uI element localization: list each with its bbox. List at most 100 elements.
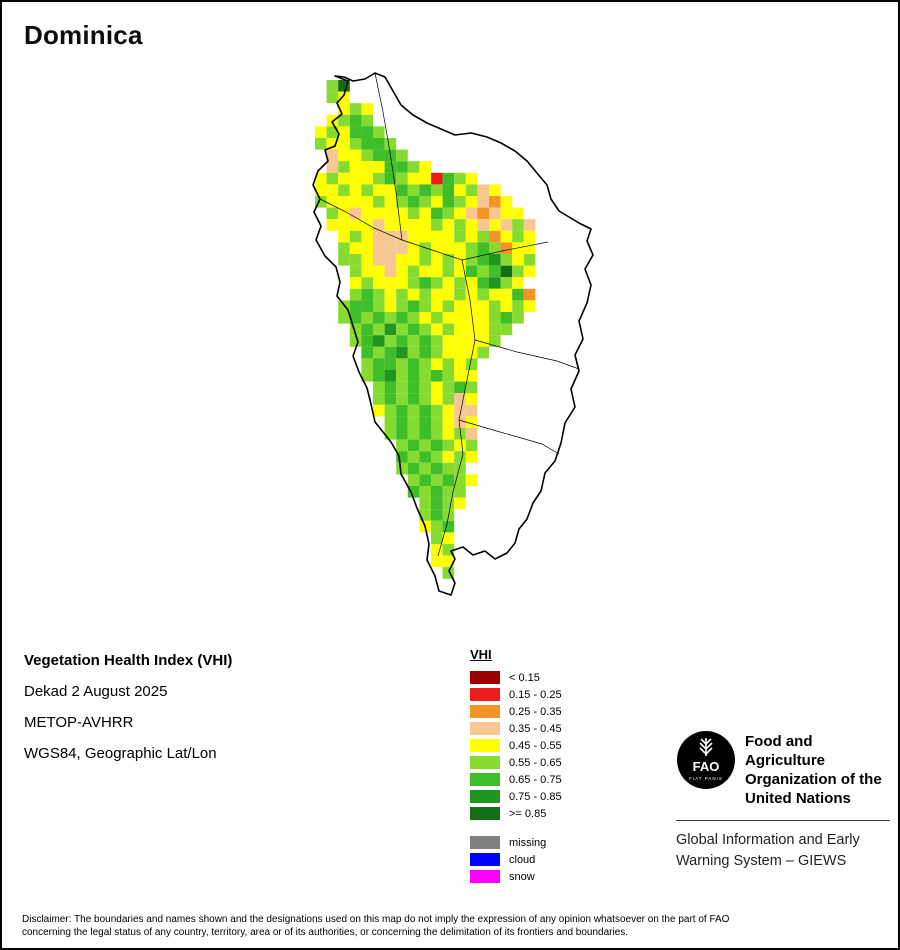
vhi-cell [512, 230, 524, 243]
vhi-cell [465, 416, 478, 428]
vhi-cell [489, 335, 501, 347]
vhi-cell [442, 323, 455, 336]
vhi-cell [454, 451, 466, 463]
vhi-cell [431, 172, 443, 185]
fao-separator [676, 820, 890, 821]
vhi-cell [465, 346, 478, 359]
vhi-cell [419, 381, 431, 394]
vhi-cell [500, 300, 513, 312]
vhi-cell [477, 288, 489, 301]
vhi-class-row: 0.55 - 0.65 [470, 756, 562, 769]
vhi-cell [373, 288, 385, 301]
vhi-cell [477, 335, 489, 347]
vhi-cell [489, 277, 501, 289]
vhi-cell [489, 254, 501, 266]
vhi-cell [419, 474, 431, 486]
vhi-cell [442, 520, 455, 533]
vhi-cell [326, 219, 339, 231]
vhi-cell [465, 277, 478, 289]
vhi-cell [373, 277, 385, 289]
vhi-cell [349, 161, 362, 173]
vhi-cell [454, 346, 466, 359]
legend-label: 0.25 - 0.35 [509, 705, 562, 718]
vhi-cell [442, 567, 455, 579]
vhi-cell [431, 497, 443, 510]
vhi-cell [431, 254, 443, 266]
vhi-cell [465, 242, 478, 254]
vhi-cell [512, 312, 524, 324]
vhi-cell [431, 323, 443, 336]
vhi-cell [326, 207, 339, 220]
vhi-cell [373, 381, 385, 394]
vhi-cell [523, 288, 536, 301]
vhi-cell [419, 312, 431, 324]
vhi-cell [349, 172, 362, 185]
vhi-cell [338, 254, 350, 266]
product-name: Vegetation Health Index (VHI) [24, 652, 233, 669]
vhi-cell [431, 520, 443, 533]
vhi-cell [419, 242, 431, 254]
vhi-cell [361, 265, 373, 278]
legend-label: 0.55 - 0.65 [509, 756, 562, 769]
vhi-cell [454, 196, 466, 208]
sensor-label: METOP-AVHRR [24, 714, 134, 731]
vhi-cell [349, 207, 362, 220]
vhi-cell [407, 346, 420, 359]
vhi-cell [338, 80, 350, 92]
vhi-cell [349, 126, 362, 138]
vhi-cell [419, 219, 431, 231]
vhi-cell [361, 254, 373, 266]
legend-label: < 0.15 [509, 671, 540, 684]
vhi-cell [338, 172, 350, 185]
vhi-cell [442, 404, 455, 417]
page-title: Dominica [24, 20, 143, 50]
giews-line: Global Information and Early [676, 832, 860, 848]
vhi-cell [396, 416, 408, 428]
legend-swatch [470, 790, 500, 803]
vhi-cell [489, 312, 501, 324]
vhi-cell [500, 196, 513, 208]
vhi-cell [431, 474, 443, 486]
vhi-cell [454, 462, 466, 475]
vhi-cell [384, 161, 397, 173]
vhi-special-row: missing [470, 836, 562, 849]
vhi-cell [419, 416, 431, 428]
vhi-cell [419, 393, 431, 405]
vhi-cell [361, 346, 373, 359]
vhi-cell [442, 497, 455, 510]
vhi-cell [315, 184, 327, 196]
vhi-cell [349, 288, 362, 301]
vhi-cell [442, 207, 455, 220]
vhi-cell [431, 346, 443, 359]
vhi-cell [477, 184, 489, 196]
vhi-cell [442, 254, 455, 266]
legend-label: 0.65 - 0.75 [509, 773, 562, 786]
vhi-cell [465, 172, 478, 185]
vhi-cell [454, 230, 466, 243]
giews-line: Warning System – GIEWS [676, 853, 847, 869]
fao-name-line: United Nations [745, 790, 851, 807]
vhi-cell [407, 451, 420, 463]
vhi-cell [315, 196, 327, 208]
vhi-cell [500, 242, 513, 254]
vhi-cell [442, 172, 455, 185]
vhi-cell [384, 196, 397, 208]
vhi-cell [349, 103, 362, 115]
vhi-cell [326, 184, 339, 196]
legend-label: 0.35 - 0.45 [509, 722, 562, 735]
vhi-cell [349, 277, 362, 289]
fao-block: FAO FIAT PANIS Food and Agriculture Orga… [676, 730, 890, 872]
vhi-cell [454, 265, 466, 278]
vhi-cell [349, 149, 362, 162]
vhi-cell [454, 288, 466, 301]
legend-label: 0.75 - 0.85 [509, 790, 562, 803]
vhi-cell [431, 242, 443, 254]
vhi-cell [373, 196, 385, 208]
vhi-cell [407, 474, 420, 486]
vhi-cell [477, 323, 489, 336]
vhi-cell [349, 254, 362, 266]
vhi-cell [396, 462, 408, 475]
vhi-cell [500, 254, 513, 266]
vhi-cell [477, 265, 489, 278]
vhi-cell [500, 277, 513, 289]
